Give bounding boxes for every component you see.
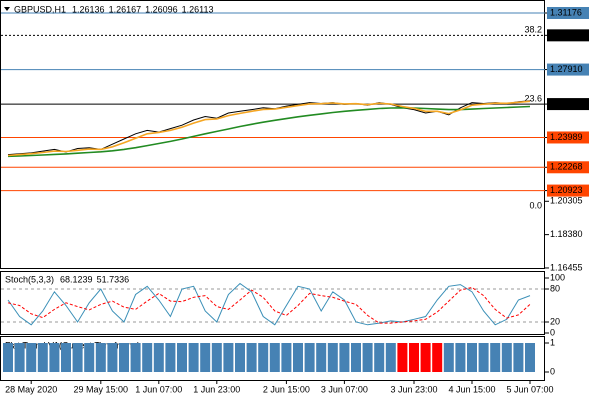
series-line: [7, 282, 531, 326]
price-box: [547, 184, 589, 197]
trend-bar: [130, 343, 141, 372]
x-tick-label: 2 Jun 15:00: [263, 384, 310, 394]
price-box: [547, 161, 589, 174]
y-tick-label: 1.18380: [550, 229, 583, 239]
trend-bar: [235, 343, 245, 372]
trend-bar: [281, 343, 292, 372]
trend-bar: [327, 343, 338, 372]
trend-bar: [107, 343, 118, 372]
trend-bar: [501, 343, 512, 372]
trend-bar: [362, 343, 373, 372]
y-tick-label: 1.29886: [550, 30, 583, 40]
price-box: [547, 6, 589, 19]
x-tick-label: 5 Jun 07:00: [506, 384, 553, 394]
x-tick-label: 1 Jun 23:00: [193, 384, 240, 394]
y-tick-label: 1.20923: [550, 185, 583, 195]
trend-bar: [26, 343, 37, 372]
panel-title: Stoch(5,3,3): [5, 274, 54, 284]
trend-bar: [443, 343, 454, 372]
series-line: [7, 100, 531, 157]
y-tick-label: 1.23989: [550, 132, 583, 142]
panel-title: Flat Trend V1(Current Timeframe): [5, 340, 140, 350]
price-box: [547, 98, 589, 111]
y-tick-label: 0: [550, 366, 555, 376]
y-tick-label: 1: [550, 337, 555, 347]
trend-bar: [177, 343, 187, 372]
fib-label: 0.0: [529, 200, 542, 210]
trend-bar: [223, 343, 234, 372]
trend-bar: [316, 343, 327, 372]
y-tick-label: 1.22268: [550, 162, 583, 172]
menu-arrow: [4, 7, 10, 11]
panel-title: GBPUSD,H1: [14, 4, 66, 14]
trend-bar: [61, 343, 71, 372]
trend-bar: [246, 343, 257, 372]
trend-bar: [95, 343, 106, 372]
trend-bar: [3, 343, 13, 372]
y-tick-label: 0: [550, 327, 555, 337]
trend-bar: [293, 343, 303, 372]
panel-reading: 1.26167: [109, 4, 142, 14]
trend-bar: [165, 343, 176, 372]
x-tick-label: 29 May 15:00: [74, 384, 129, 394]
trend-bar: [304, 343, 315, 372]
trend-bar: [513, 343, 524, 372]
panel-reading: 51.7336: [97, 274, 130, 284]
series-line: [7, 286, 531, 324]
panel-reading: 1.26096: [145, 4, 178, 14]
y-tick-label: 1.20305: [550, 196, 583, 206]
x-tick-label: 28 May 2020: [5, 384, 57, 394]
trend-bar: [490, 343, 501, 372]
trend-bar: [525, 343, 535, 372]
y-tick-label: 1.31176: [550, 7, 582, 17]
y-tick-label: 100: [550, 272, 565, 282]
trend-bar: [339, 343, 350, 372]
panel-reading: 1.26113: [182, 4, 214, 14]
fib-label: 23.6: [524, 93, 542, 103]
price-box: [547, 63, 589, 76]
y-tick-label: 1.25917: [550, 98, 583, 108]
y-tick-label: 1.27910: [550, 64, 583, 74]
trend-bar: [467, 343, 477, 372]
y-tick-label: 20: [550, 316, 560, 326]
trend-bar: [200, 343, 211, 372]
y-tick-label: 80: [550, 283, 560, 293]
main-panel: [0, 0, 545, 269]
trend-bar: [478, 343, 489, 372]
trend-bar: [455, 343, 466, 372]
trend-bar: [37, 343, 48, 372]
trend-bar: [49, 343, 60, 372]
trend-bar: [432, 343, 443, 372]
trend-bar: [351, 343, 361, 372]
x-tick-label: 3 Jun 07:00: [321, 384, 368, 394]
trend-bar: [258, 343, 269, 372]
trend-bar: [84, 343, 95, 372]
trend-bar: [188, 343, 199, 372]
price-box: [547, 29, 589, 42]
trend-bar: [397, 343, 408, 372]
fib-label: 38.2: [524, 25, 542, 35]
x-tick-label: 4 Jun 15:00: [448, 384, 495, 394]
series-line: [7, 105, 531, 158]
trend-bar: [211, 343, 222, 372]
trend-bar: [153, 343, 164, 372]
trend-bar: [119, 343, 129, 372]
trend-bar: [409, 343, 419, 372]
trend-bar: [374, 343, 385, 372]
price-box: [547, 131, 589, 144]
trend-bar: [72, 343, 83, 372]
stoch-panel: [0, 271, 545, 335]
x-tick-label: 1 Jun 07:00: [135, 384, 182, 394]
trend-bar: [142, 343, 153, 372]
trend-bar: [269, 343, 280, 372]
y-tick-label: 1.16455: [550, 262, 583, 272]
x-tick-label: 3 Jun 23:00: [390, 384, 437, 394]
trend-bar: [385, 343, 396, 372]
trend-bar: [14, 343, 25, 372]
trend-bar: [420, 343, 431, 372]
panel-reading: 68.1239: [60, 274, 93, 284]
panel-reading: 1.26136: [72, 4, 105, 14]
